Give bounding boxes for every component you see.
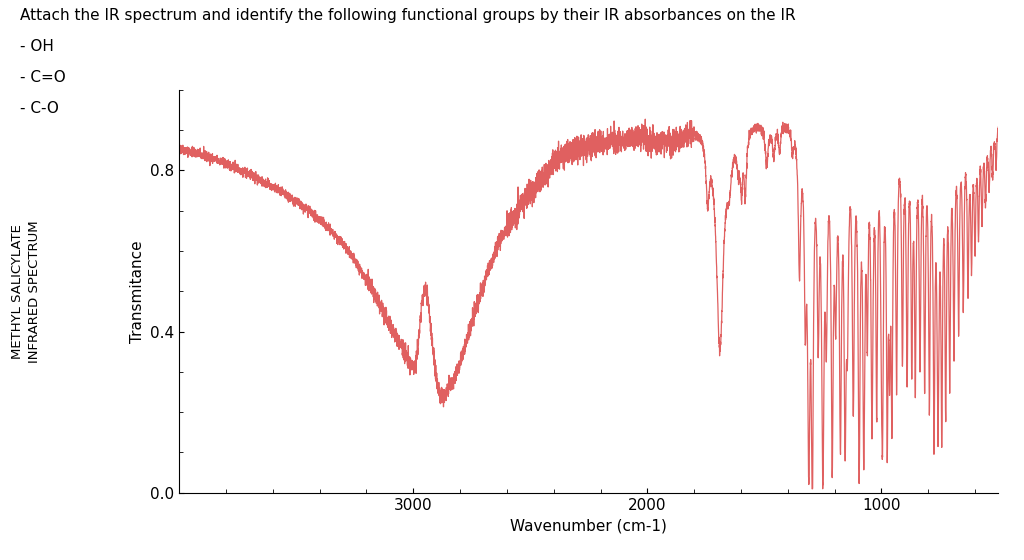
Y-axis label: Transmitance: Transmitance <box>130 240 144 343</box>
Text: Attach the IR spectrum and identify the following functional groups by their IR : Attach the IR spectrum and identify the … <box>20 8 796 24</box>
Text: METHYL SALICYLATE
INFRARED SPECTRUM: METHYL SALICYLATE INFRARED SPECTRUM <box>10 220 41 362</box>
Text: - OH: - OH <box>20 39 54 54</box>
X-axis label: Wavenumber (cm-1): Wavenumber (cm-1) <box>510 518 668 533</box>
Text: - C=O: - C=O <box>20 70 67 85</box>
Text: - C-O: - C-O <box>20 101 59 116</box>
